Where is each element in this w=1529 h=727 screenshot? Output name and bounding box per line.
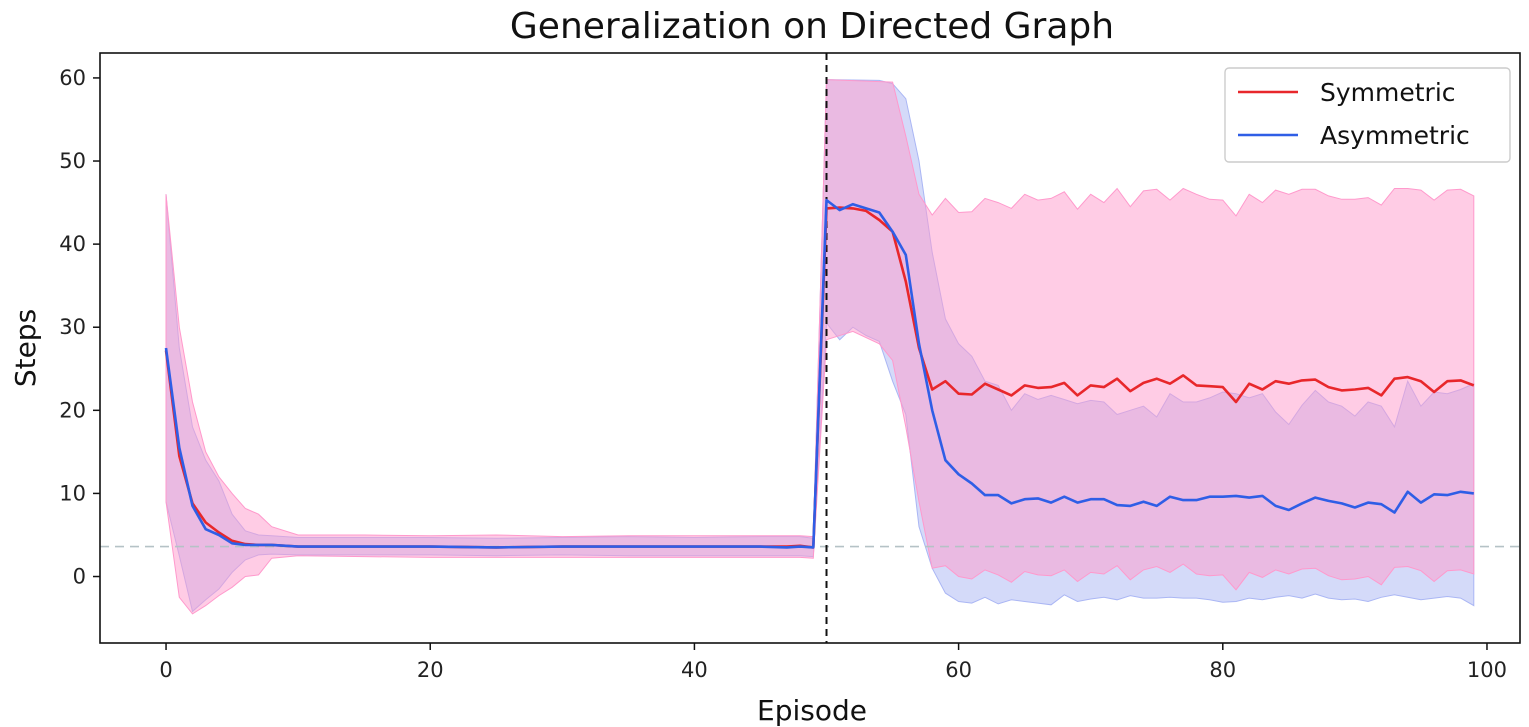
x-tick-label: 80 [1209,658,1236,682]
y-axis-title: Steps [9,309,42,387]
y-tick-label: 50 [59,149,86,173]
legend-label-symmetric: Symmetric [1320,78,1456,107]
x-tick-label: 0 [159,658,172,682]
legend: Symmetric Asymmetric [1224,67,1511,163]
chart-title: Generalization on Directed Graph [510,6,1114,47]
y-tick-label: 20 [59,398,86,422]
y-axis-ticks: 0 10 20 30 40 50 60 [59,66,100,589]
series-lines [164,198,1475,549]
x-tick-label: 100 [1467,658,1507,682]
y-tick-label: 60 [59,66,86,90]
y-tick-label: 10 [59,481,86,505]
y-tick-label: 40 [59,232,86,256]
x-axis-title: Episode [757,694,867,727]
plot-area [99,52,1521,644]
legend-label-asymmetric: Asymmetric [1320,121,1470,150]
x-tick-label: 60 [945,658,972,682]
series-line-asymmetric [164,198,1474,549]
y-tick-label: 30 [59,315,86,339]
plot-frame [99,52,1521,644]
x-tick-label: 20 [417,658,444,682]
x-tick-label: 40 [681,658,708,682]
y-tick-label: 0 [73,565,86,589]
x-axis-ticks: 0 20 40 60 80 100 [159,643,1507,682]
